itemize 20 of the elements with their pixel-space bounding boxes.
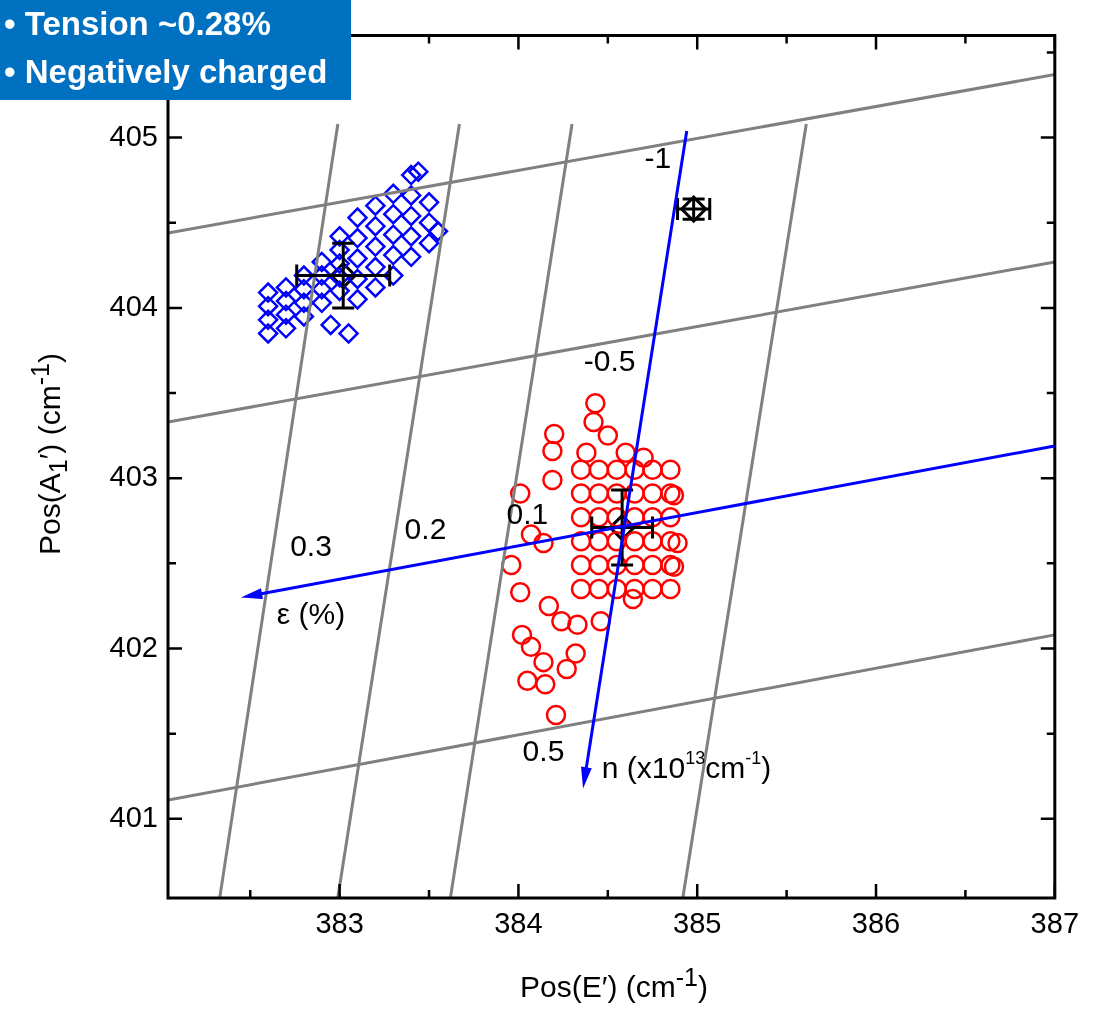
x-tick-label: 384 — [494, 907, 543, 940]
annotation: 0.3 — [290, 529, 332, 563]
x-axis-title: Pos(E′) (cm$^{-1}$) — [519, 963, 709, 1004]
x-tick-label: 387 — [1030, 907, 1079, 940]
annotation: • Tension ~0.28% — [4, 4, 272, 44]
annotation: -1 — [644, 140, 672, 174]
annotation: ε (%) — [276, 597, 346, 631]
annotation: 0.1 — [506, 496, 549, 530]
x-tick-label: 383 — [315, 907, 364, 940]
annotation: -0.5 — [583, 343, 636, 377]
annotation: 0.2 — [404, 512, 447, 546]
x-tick-label: 385 — [673, 907, 722, 940]
y-tick-label: 402 — [109, 630, 158, 663]
y-tick-label: 401 — [109, 800, 158, 833]
x-tick-label: 386 — [851, 907, 901, 940]
annotation: • Negatively charged — [4, 52, 328, 92]
y-tick-label: 403 — [109, 460, 158, 493]
y-tick-label: 405 — [109, 119, 158, 152]
y-tick-label: 404 — [109, 289, 158, 322]
annotation: 0.5 — [522, 733, 565, 767]
